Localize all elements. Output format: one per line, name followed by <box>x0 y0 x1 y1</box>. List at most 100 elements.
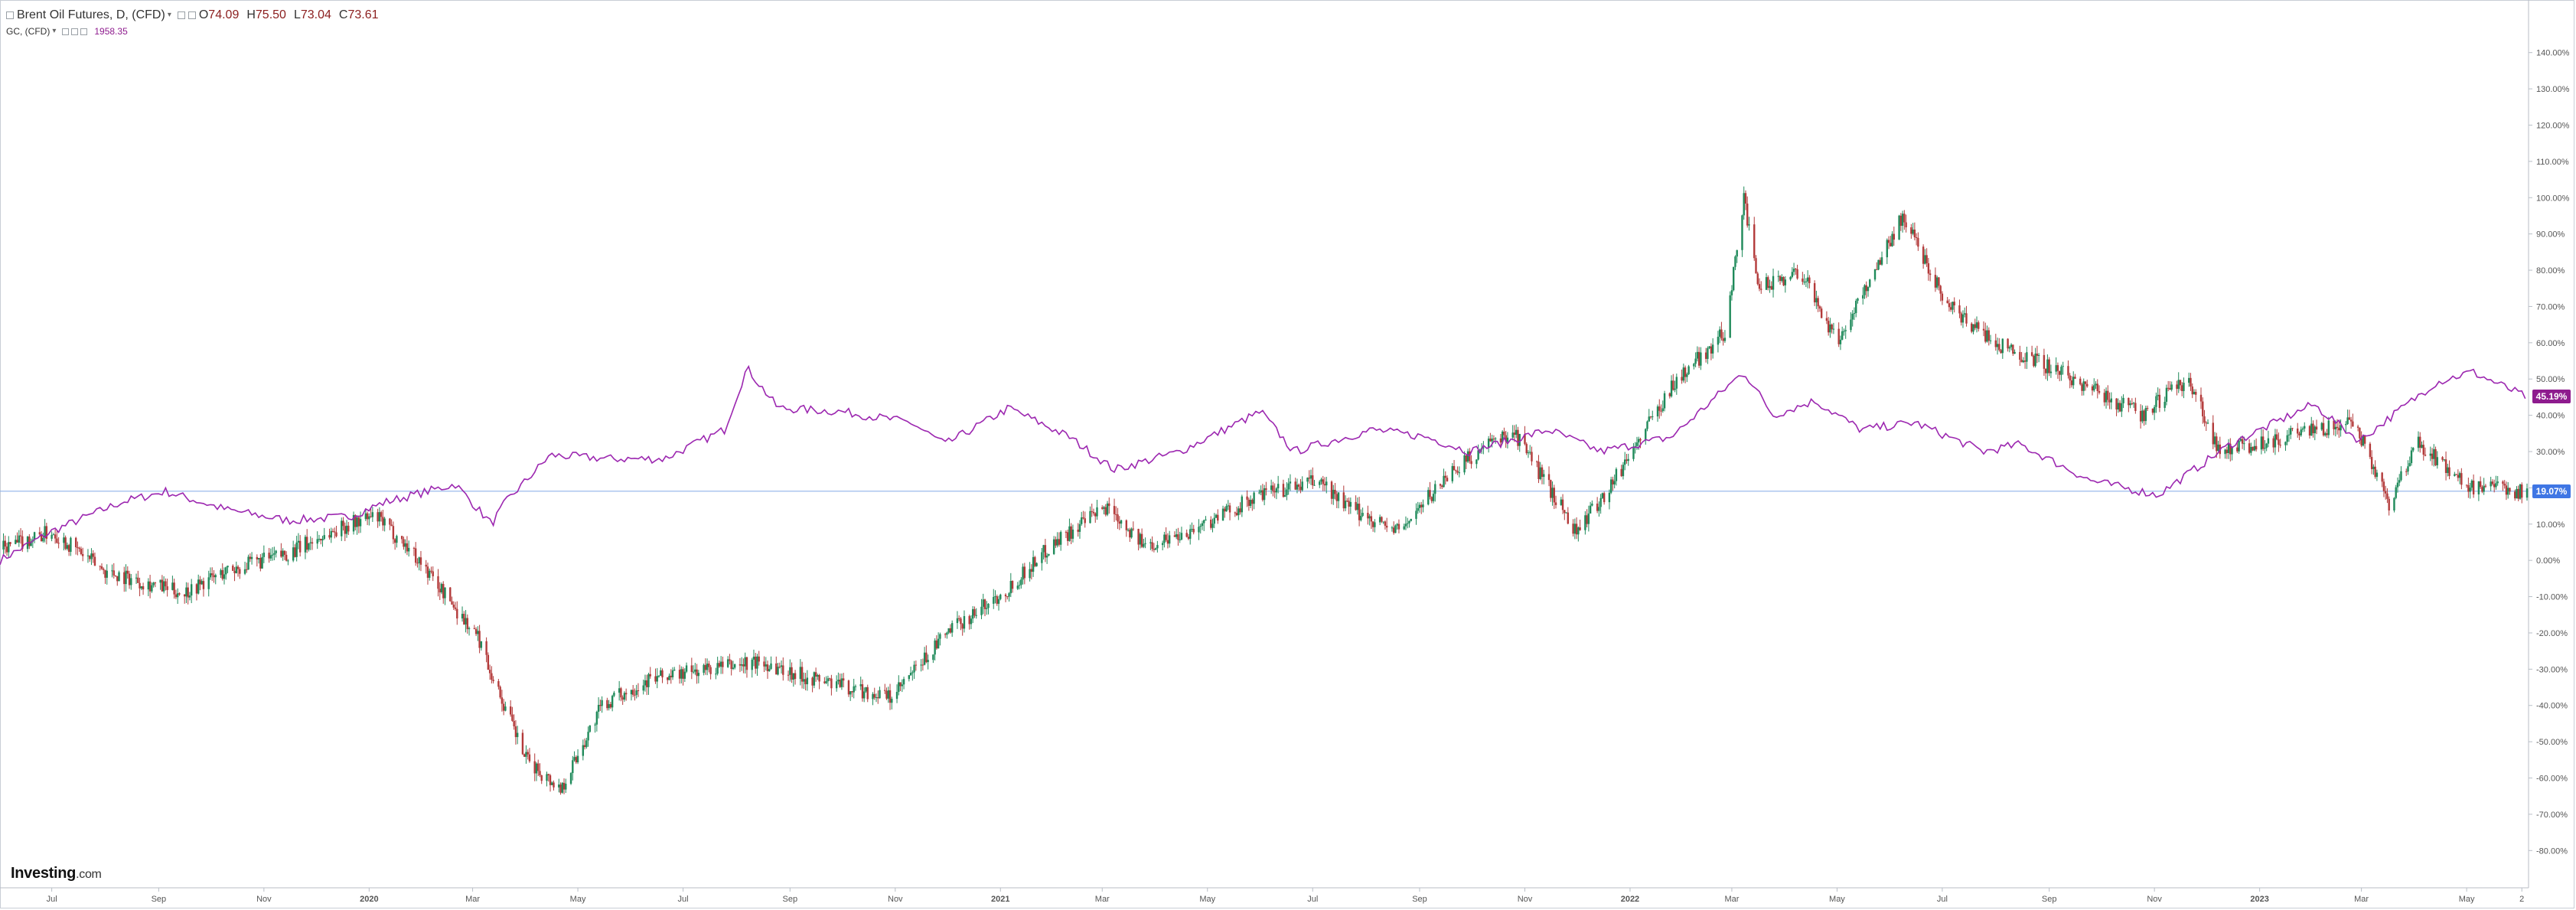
candle-body <box>1867 286 1870 292</box>
candle-body <box>873 693 876 698</box>
candle-body <box>188 595 191 598</box>
candle-body <box>706 664 709 670</box>
candle-body <box>2286 435 2288 442</box>
candle-body <box>419 557 422 565</box>
candle-body <box>1879 259 1881 265</box>
candle-body <box>1323 484 1326 486</box>
candle-body <box>2363 435 2366 444</box>
candle-body <box>1837 328 1840 344</box>
candle-body <box>1260 490 1262 493</box>
candle-body <box>668 675 670 680</box>
candle-body <box>297 540 300 543</box>
candle-body <box>2267 438 2270 444</box>
close-icon[interactable] <box>187 11 196 19</box>
candle-body <box>775 663 778 675</box>
candle-body <box>549 775 552 785</box>
candle-body <box>432 571 434 576</box>
candle-body <box>1198 527 1200 533</box>
candle-body <box>1877 259 1880 270</box>
candle-body <box>1707 347 1709 359</box>
candle-body <box>74 537 77 548</box>
candle-body <box>1234 512 1237 514</box>
candle-body <box>492 680 494 681</box>
candle-body <box>1441 485 1443 488</box>
candle-body <box>1539 467 1541 479</box>
candle-body <box>1561 499 1564 510</box>
candle-body <box>1994 340 1997 347</box>
chevron-down-icon[interactable]: ▾ <box>52 27 57 35</box>
x-tick-label: Jul <box>678 895 689 904</box>
candle-body <box>1258 492 1260 494</box>
candle-body <box>15 540 17 544</box>
candle-body <box>777 667 779 675</box>
candle-body <box>1334 489 1336 494</box>
candle-body <box>1864 285 1866 295</box>
candle-body <box>2334 426 2337 429</box>
candle-body <box>466 618 469 630</box>
brent-candles <box>2 186 2529 795</box>
settings-icon[interactable] <box>71 28 79 35</box>
candle-body <box>1385 525 1388 528</box>
candle-body <box>509 706 512 715</box>
candle-body <box>1446 478 1449 481</box>
candle-body <box>30 541 32 546</box>
candle-body <box>1225 506 1228 512</box>
y-tick-label: 60.00% <box>2536 339 2565 348</box>
candle-body <box>1696 351 1699 359</box>
candle-body <box>516 732 519 738</box>
candle-body <box>271 554 274 556</box>
candle-body <box>2008 347 2011 349</box>
candle-body <box>81 553 84 556</box>
candle-body <box>1853 313 1856 315</box>
candle-body <box>1575 523 1578 535</box>
candle-body <box>1113 506 1116 514</box>
candle-body <box>2108 400 2111 403</box>
candle-body <box>42 537 44 542</box>
candle-body <box>680 669 683 679</box>
candle-body <box>1722 338 1724 341</box>
collapse-icon[interactable] <box>6 11 14 19</box>
candle-body <box>1638 439 1640 443</box>
candle-body <box>1132 528 1135 530</box>
candle-body <box>631 690 634 695</box>
candle-body <box>1513 432 1516 435</box>
candle-body <box>949 628 952 633</box>
candle-body <box>1009 581 1012 594</box>
candle-body <box>637 690 640 692</box>
y-tick-label: 80.00% <box>2536 266 2565 276</box>
close-icon[interactable] <box>80 28 88 35</box>
candle-body <box>357 517 360 527</box>
candle-body <box>2107 390 2109 400</box>
candle-body <box>342 520 344 527</box>
candle-body <box>1554 502 1557 505</box>
candle-body <box>1149 542 1152 543</box>
candle-body <box>292 547 295 561</box>
close-key: C <box>338 8 348 21</box>
candle-body <box>1929 273 1932 276</box>
candle-body <box>2253 445 2256 451</box>
candle-body <box>2139 410 2142 422</box>
candle-body <box>223 574 226 579</box>
candle-body <box>647 674 650 687</box>
candle-body <box>811 677 814 686</box>
settings-icon[interactable] <box>177 11 185 19</box>
candle-body <box>944 634 947 635</box>
candle-body <box>1841 331 1844 340</box>
candle-body <box>1893 233 1896 240</box>
candle-body <box>839 680 841 687</box>
candle-body <box>1420 504 1423 507</box>
y-tick-label: 90.00% <box>2536 230 2565 240</box>
candle-body <box>2165 387 2168 402</box>
chevron-down-icon[interactable]: ▾ <box>167 11 171 19</box>
candle-body <box>911 672 914 674</box>
candle-body <box>521 732 524 755</box>
candle-body <box>1344 501 1347 509</box>
candle-body <box>2421 445 2423 448</box>
candle-body <box>2433 448 2435 459</box>
candle-body <box>1185 533 1188 537</box>
candle-body <box>1241 496 1244 513</box>
eye-icon[interactable] <box>62 28 70 35</box>
close-value: 73.61 <box>347 8 379 21</box>
candle-body <box>1939 285 1942 294</box>
